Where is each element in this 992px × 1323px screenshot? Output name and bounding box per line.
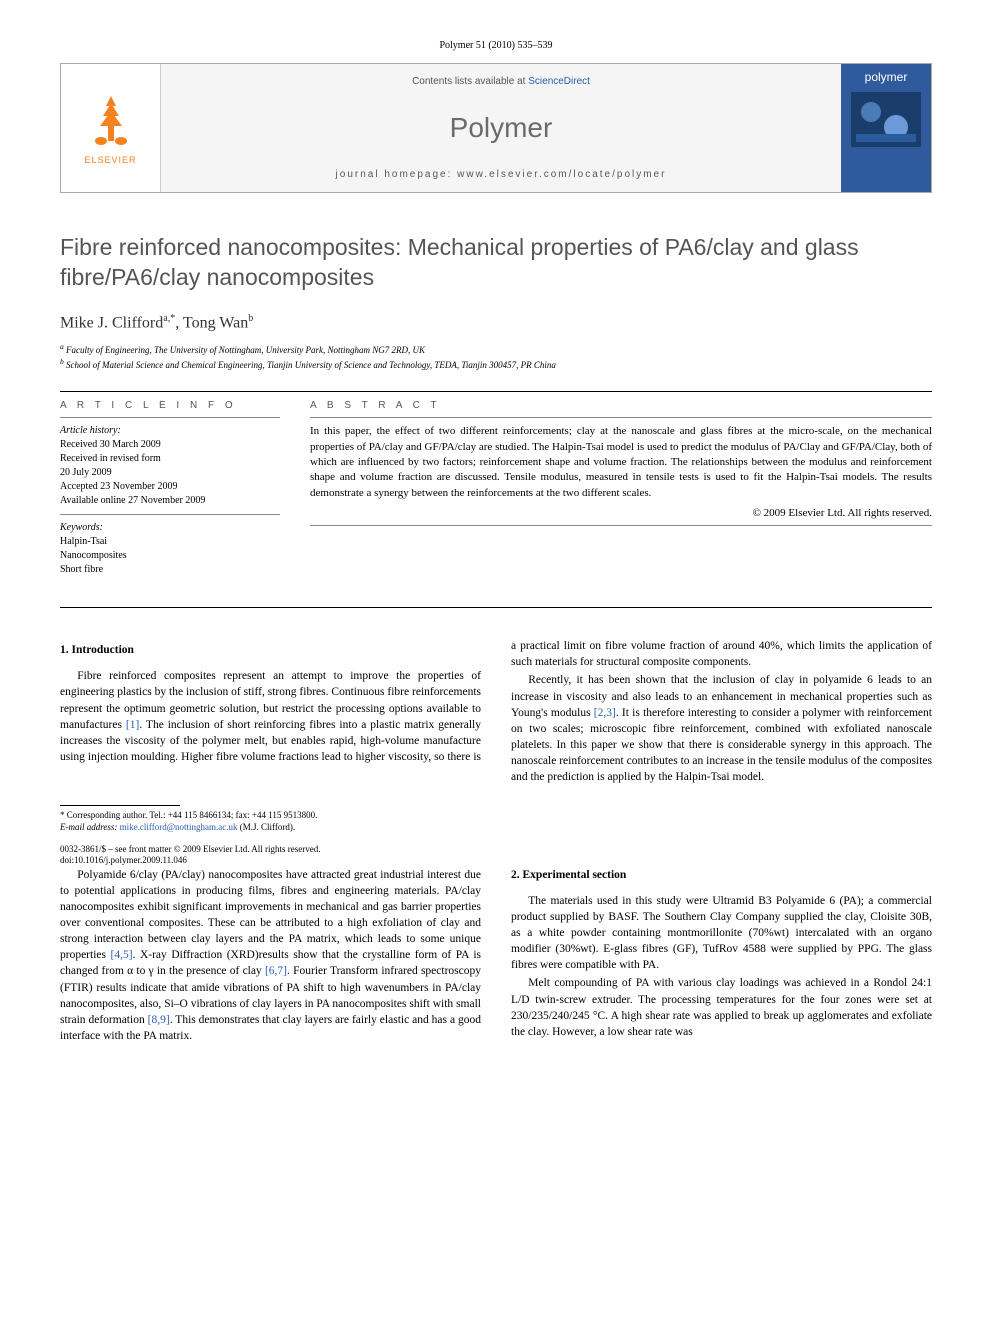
homepage-url: www.elsevier.com/locate/polymer (457, 169, 666, 180)
footnote-separator (60, 805, 180, 806)
affiliations: a Faculty of Engineering, The University… (60, 342, 932, 371)
authors-line: Mike J. Clifforda,*, Tong Wanb (60, 313, 932, 332)
para-3a: Polyamide 6/clay (PA/clay) nanocomposite… (60, 869, 481, 961)
journal-homepage: journal homepage: www.elsevier.com/locat… (336, 169, 667, 180)
corresponding-author: * Corresponding author. Tel.: +44 115 84… (60, 810, 932, 822)
author-1-sup: a,* (163, 313, 175, 324)
author-2-sup: b (248, 313, 253, 324)
ref-link-1[interactable]: [1] (126, 719, 139, 731)
keyword-2: Nanocomposites (60, 549, 280, 563)
publisher-label: ELSEVIER (84, 155, 136, 165)
email-line: E-mail address: mike.clifford@nottingham… (60, 822, 932, 834)
history-received: Received 30 March 2009 (60, 438, 280, 452)
cover-title: polymer (865, 70, 908, 84)
section-1-head: 1. Introduction (60, 642, 481, 658)
history-label: Article history: (60, 424, 280, 438)
para-2: Recently, it has been shown that the inc… (511, 672, 932, 785)
keywords-block: Keywords: Halpin-Tsai Nanocomposites Sho… (60, 521, 280, 577)
affiliation-a: a Faculty of Engineering, The University… (60, 342, 932, 357)
ref-link-89[interactable]: [8,9] (148, 1014, 170, 1026)
issn-line: 0032-3861/$ – see front matter © 2009 El… (60, 844, 932, 856)
info-abstract-row: A R T I C L E I N F O Article history: R… (60, 400, 932, 577)
affiliation-b-text: School of Material Science and Chemical … (66, 360, 556, 370)
divider-light (310, 525, 932, 526)
ref-link-45[interactable]: [4,5] (111, 949, 133, 961)
author-1: Mike J. Clifford (60, 314, 163, 331)
page: Polymer 51 (2010) 535–539 ELSEVIER Conte… (0, 0, 992, 1091)
sciencedirect-link[interactable]: ScienceDirect (528, 76, 590, 87)
abstract-text: In this paper, the effect of two differe… (310, 424, 932, 501)
journal-header: ELSEVIER Contents lists available at Sci… (60, 63, 932, 193)
affiliation-a-text: Faculty of Engineering, The University o… (66, 345, 425, 355)
elsevier-tree-icon (86, 91, 136, 151)
email-name: (M.J. Clifford). (240, 822, 295, 832)
article-info-head: A R T I C L E I N F O (60, 400, 280, 411)
article-title: Fibre reinforced nanocomposites: Mechani… (60, 233, 932, 293)
history-revised-1: Received in revised form (60, 452, 280, 466)
affiliation-b: b School of Material Science and Chemica… (60, 357, 932, 372)
divider-light (310, 417, 932, 418)
footnote-area: * Corresponding author. Tel.: +44 115 84… (60, 805, 932, 867)
header-center: Contents lists available at ScienceDirec… (161, 64, 841, 192)
body-text: 1. Introduction Fibre reinforced composi… (60, 638, 932, 1051)
abstract-head: A B S T R A C T (310, 400, 932, 411)
email-label: E-mail address: (60, 822, 117, 832)
homepage-prefix: journal homepage: (336, 169, 458, 180)
article-info-column: A R T I C L E I N F O Article history: R… (60, 400, 280, 577)
journal-name: Polymer (450, 112, 553, 144)
contents-available-line: Contents lists available at ScienceDirec… (412, 76, 590, 87)
keywords-label: Keywords: (60, 521, 280, 535)
ref-link-67[interactable]: [6,7] (265, 965, 287, 977)
para-3: Polyamide 6/clay (PA/clay) nanocomposite… (60, 867, 481, 1044)
divider-light (60, 514, 280, 515)
email-link[interactable]: mike.clifford@nottingham.ac.uk (120, 822, 238, 832)
divider (60, 391, 932, 392)
contents-prefix: Contents lists available at (412, 76, 528, 87)
para-4: The materials used in this study were Ul… (511, 893, 932, 973)
publisher-logo-box: ELSEVIER (61, 64, 161, 192)
journal-cover-thumb: polymer (841, 64, 931, 192)
para-5: Melt compounding of PA with various clay… (511, 975, 932, 1039)
doi-line: doi:10.1016/j.polymer.2009.11.046 (60, 855, 932, 867)
abstract-column: A B S T R A C T In this paper, the effec… (310, 400, 932, 577)
article-history: Article history: Received 30 March 2009 … (60, 424, 280, 508)
citation-line: Polymer 51 (2010) 535–539 (60, 40, 932, 51)
keyword-1: Halpin-Tsai (60, 535, 280, 549)
author-2: , Tong Wan (175, 314, 248, 331)
divider (60, 607, 932, 608)
cover-image-icon (851, 92, 921, 147)
ref-link-23[interactable]: [2,3] (594, 707, 616, 719)
divider-light (60, 417, 280, 418)
section-2-head: 2. Experimental section (511, 867, 932, 883)
abstract-copyright: © 2009 Elsevier Ltd. All rights reserved… (310, 507, 932, 519)
history-accepted: Accepted 23 November 2009 (60, 480, 280, 494)
history-revised-2: 20 July 2009 (60, 466, 280, 480)
history-online: Available online 27 November 2009 (60, 494, 280, 508)
keyword-3: Short fibre (60, 563, 280, 577)
